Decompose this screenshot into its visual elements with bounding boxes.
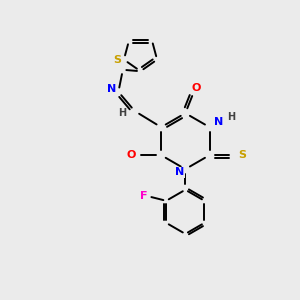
Text: O: O [192,83,201,93]
Text: F: F [140,191,148,201]
Text: S: S [113,55,122,64]
Text: H: H [127,150,135,160]
Text: S: S [238,150,246,160]
Text: H: H [227,112,235,122]
Text: H: H [118,108,126,118]
Text: N: N [107,85,117,94]
Text: N: N [214,117,224,127]
Text: O: O [126,150,136,160]
Text: N: N [176,167,185,177]
